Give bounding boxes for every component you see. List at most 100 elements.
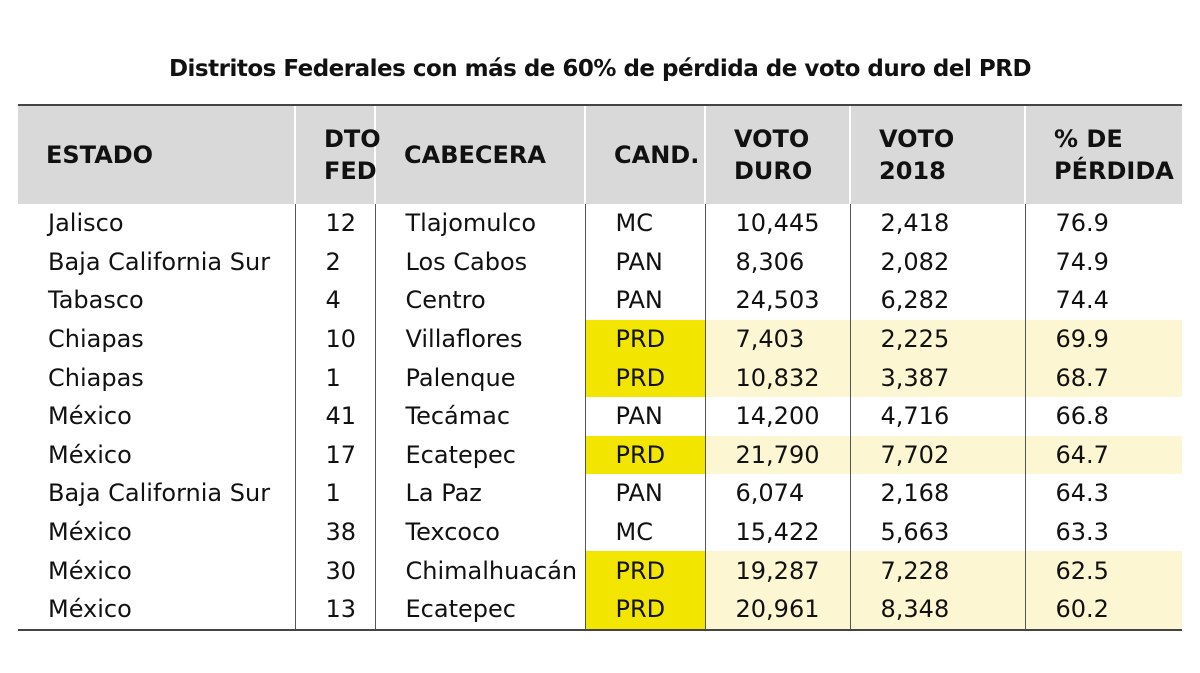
table-cell: Los Cabos (374, 242, 585, 282)
table-cell: PAN (584, 242, 705, 282)
table-cell: 2,082 (849, 242, 1025, 282)
table-row: Tabasco 4 Centro PAN 24,503 6,282 74.4 (18, 281, 1182, 320)
table-cell: 2,225 (849, 319, 1025, 359)
table-cell: 12 (294, 204, 375, 243)
table-cell: 60.2 (1024, 589, 1182, 631)
table-cell: 10,445 (704, 204, 850, 243)
header-row: ESTADO DTO FED CABECERA CAND. VOTO DURO VOTO … (18, 104, 1182, 204)
table-row: Baja California Sur 2 Los Cabos PAN 8,306 2,0… (18, 242, 1182, 282)
table-cell: 76.9 (1024, 204, 1182, 243)
table-cell: PAN (584, 281, 705, 320)
table-cell: 1 (294, 474, 375, 513)
table-cell: Centro (374, 281, 585, 320)
table-cell: 7,403 (704, 319, 850, 359)
table-title: Distritos Federales con más de 60% de pé… (168, 56, 1032, 82)
table-cell: Villaflores (374, 319, 585, 359)
table-cell: Texcoco (374, 512, 585, 552)
table-cell: Palenque (374, 358, 585, 397)
table-cell: 20,961 (704, 589, 850, 631)
table-row: México 41 Tecámac PAN 14,200 4,716 66.8 (18, 396, 1182, 436)
table-cell: Tlajomulco (374, 204, 585, 243)
table-cell: PAN (584, 474, 705, 513)
table-cell: 62.5 (1024, 551, 1182, 590)
table-cell: 19,287 (704, 551, 850, 590)
table-cell: Chiapas (48, 325, 144, 354)
table-body: Jalisco 12 Tlajomulco MC 10,445 2,418 76.9 Baja… (18, 204, 1182, 631)
table-cell: La Paz (374, 474, 585, 513)
table-cell: 1 (294, 358, 375, 397)
table-cell: 74.9 (1024, 242, 1182, 282)
table-cell: México (48, 402, 132, 431)
table-cell: 69.9 (1024, 319, 1182, 359)
table-cell: 68.7 (1024, 358, 1182, 397)
table-cell: 2,168 (849, 474, 1025, 513)
table-cell: 6,282 (849, 281, 1025, 320)
table-cell: Tabasco (48, 286, 144, 315)
table-cell: Ecatepec (374, 589, 585, 631)
header-cell: ESTADO (18, 104, 295, 204)
table-cell: 2 (294, 242, 375, 282)
table-cell: 5,663 (849, 512, 1025, 552)
table-cell: PRD (584, 319, 705, 359)
table-row: México 38 Texcoco MC 15,422 5,663 63.3 (18, 512, 1182, 552)
header-cell: CABECERA (374, 104, 585, 204)
table-cell: 3,387 (849, 358, 1025, 397)
table-cell: Chiapas (48, 363, 144, 392)
table-row: Jalisco 12 Tlajomulco MC 10,445 2,418 76.9 (18, 204, 1182, 243)
table-cell: 4 (294, 281, 375, 320)
table-cell: 63.3 (1024, 512, 1182, 552)
table-cell: 10,832 (704, 358, 850, 397)
table-row: México 17 Ecatepec PRD 21,790 7,702 64.7 (18, 435, 1182, 475)
table-cell: México (48, 556, 132, 585)
table-cell: 64.3 (1024, 474, 1182, 513)
table-cell: Ecatepec (374, 435, 585, 475)
table-cell: MC (584, 204, 705, 243)
table-cell: 17 (294, 435, 375, 475)
table-cell: México (48, 518, 132, 547)
table-header: ESTADO DTO FED CABECERA CAND. VOTO DURO VOTO … (18, 104, 1182, 204)
table-cell: Tecámac (374, 396, 585, 436)
table-cell: PRD (584, 589, 705, 631)
table-cell: México (18, 589, 295, 631)
header-cell: VOTO 2018 (849, 104, 1025, 204)
table-cell: 7,228 (849, 551, 1025, 590)
table-row: México 13 Ecatepec PRD 20,961 8,348 60.2 (18, 589, 1182, 631)
header-cell: DTO FED (294, 104, 381, 204)
table-cell: 6,074 (704, 474, 850, 513)
table-cell: 8,306 (704, 242, 850, 282)
header-cell: % DE PÉRDIDA (1024, 104, 1182, 204)
table-cell: PRD (584, 551, 705, 590)
table-cell: 13 (294, 589, 375, 631)
table-cell: 2,418 (849, 204, 1025, 243)
table-cell: 30 (294, 551, 375, 590)
table-cell: Chimalhuacán (374, 551, 585, 590)
table-cell: PAN (584, 396, 705, 436)
table-row: México 30 Chimalhuacán PRD 19,287 7,228 62.5 (18, 551, 1182, 590)
table-cell: 7,702 (849, 435, 1025, 475)
table-row: Chiapas 1 Palenque PRD 10,832 3,387 68.7 (18, 358, 1182, 397)
header-cell: CAND. (584, 104, 705, 204)
table-cell: 66.8 (1024, 396, 1182, 436)
table-cell: 4,716 (849, 396, 1025, 436)
table-cell: 64.7 (1024, 435, 1182, 475)
table-cell: 38 (294, 512, 375, 552)
table-row: Chiapas 10 Villaflores PRD 7,403 2,225 69.9 (18, 319, 1182, 359)
table-cell: Baja California Sur (48, 479, 271, 508)
table-cell: Baja California Sur (48, 247, 271, 276)
table-cell: 14,200 (704, 396, 850, 436)
table-cell: 74.4 (1024, 281, 1182, 320)
table-cell: PRD (584, 358, 705, 397)
table-cell: 15,422 (704, 512, 850, 552)
table-cell: 8,348 (849, 589, 1025, 631)
table-cell: 24,503 (704, 281, 850, 320)
table-cell: MC (584, 512, 705, 552)
header-cell: VOTO DURO (704, 104, 850, 204)
table-cell: 10 (294, 319, 375, 359)
table-cell: PRD (584, 435, 705, 475)
table-cell: México (48, 440, 132, 469)
table-cell: 21,790 (704, 435, 850, 475)
table-cell: Jalisco (48, 209, 124, 238)
table-cell: 41 (294, 396, 375, 436)
data-table: ESTADO DTO FED CABECERA CAND. VOTO DURO VOTO … (18, 104, 1182, 631)
